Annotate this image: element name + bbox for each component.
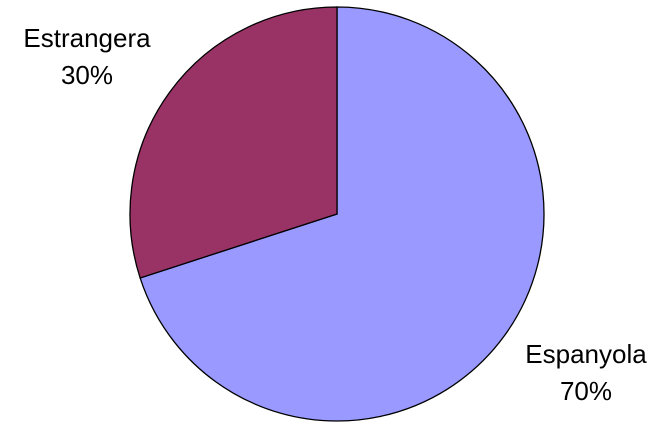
slice-percent-espanyola: 70%: [560, 376, 612, 406]
slice-label-estrangera: Estrangera: [23, 23, 151, 53]
pie-slice-estrangera: [129, 6, 338, 279]
slice-label-espanyola: Espanyola: [525, 339, 647, 369]
pie-labels: Espanyola 70% Estrangera 30%: [23, 23, 647, 406]
pie-slices: [129, 6, 545, 422]
slice-percent-estrangera: 30%: [61, 60, 113, 90]
pie-slice-espanyola: [139, 6, 545, 422]
